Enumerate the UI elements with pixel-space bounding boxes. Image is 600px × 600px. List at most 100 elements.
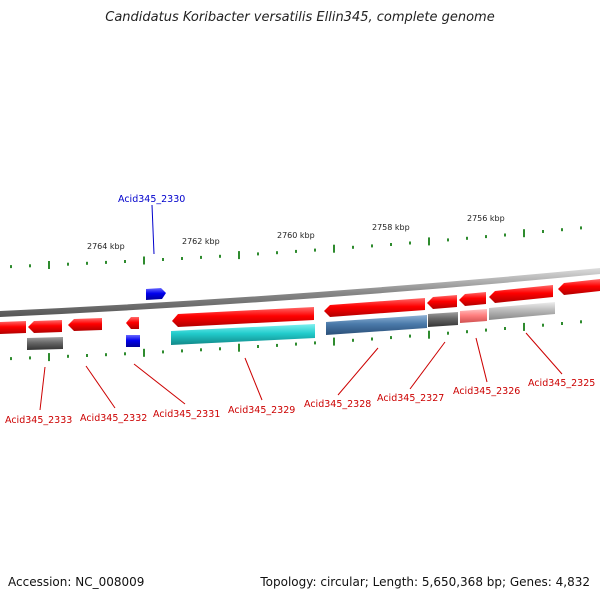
inner-scale-tick [504,327,506,330]
inner-scale-tick [390,336,392,340]
inner-scale-tick [371,337,373,341]
gene-label-acid345-2325[interactable]: Acid345_2325 [528,378,595,389]
gene-feature-acid345-2324[interactable] [558,279,600,295]
homolog-box-acid345-2326 [460,309,487,323]
gene-label-acid345-2332[interactable]: Acid345_2332 [80,413,147,424]
gene-feature-acid345-2326[interactable] [459,292,486,306]
leader-line-acid345-2327 [409,341,446,390]
gene-feature-acid345-2328[interactable] [324,298,425,317]
gene-feature-acid345-2331[interactable] [126,317,139,329]
leader-line-acid345-2331 [133,363,186,405]
inner-scale-tick [466,330,468,334]
leader-line-acid345-2329 [244,357,263,401]
leader-line-acid345-2330 [151,204,155,255]
gene-label-acid345-2328[interactable]: Acid345_2328 [304,399,371,410]
outer-scale-tick [219,254,221,258]
scale-label-2764: 2764 kbp [87,242,125,251]
gene-feature-acid345-2332[interactable] [28,320,62,333]
map-title: Candidatus Koribacter versatilis Ellin34… [105,10,495,25]
inner-scale-tick [314,341,316,345]
inner-scale-tick [48,353,50,362]
inner-scale-tick [162,350,164,354]
outer-scale-tick [428,237,430,246]
outer-scale-ticks [10,226,582,269]
scale-label-2760: 2760 kbp [277,231,315,240]
outer-scale-tick [257,252,259,256]
inner-scale-tick [238,343,240,352]
scale-label-2758: 2758 kbp [372,223,410,232]
inner-scale-tick [124,352,126,356]
outer-scale-tick [314,248,316,252]
inner-scale-tick [257,345,259,348]
inner-scale-ticks [10,320,582,362]
outer-scale-tick [181,257,183,260]
scale-label-2762: 2762 kbp [182,237,220,246]
leader-line-acid345-2332 [85,365,116,409]
gene-label-acid345-2330[interactable]: Acid345_2330 [118,194,185,205]
gene-feature-acid345-2327[interactable] [427,295,457,309]
inner-scale-tick [580,320,582,324]
gene-label-acid345-2326[interactable]: Acid345_2326 [453,386,520,397]
gene-label-acid345-2333[interactable]: Acid345_2333 [5,415,72,426]
outer-scale-tick [447,238,449,242]
outer-scale-tick [561,228,563,232]
outer-scale-tick [276,251,278,255]
homolog-box-acid345-2328 [326,315,427,335]
inner-scale-tick [276,343,278,347]
inner-scale-tick [523,322,525,331]
outer-scale-tick [67,262,69,266]
gene-label-acid345-2331[interactable]: Acid345_2331 [153,409,220,420]
outer-scale-tick [29,264,31,268]
outer-scale-tick [105,260,107,264]
homolog-box-acid345-2329 [171,324,315,345]
gene-feature-acid345-2325[interactable] [489,285,553,303]
inner-scale-tick [10,357,12,361]
outer-scale-tick [333,244,335,253]
inner-scale-tick [542,323,544,327]
outer-scale-tick [238,251,240,260]
outer-scale-tick [352,245,354,249]
outer-scale-tick [504,233,506,237]
outer-scale-tick [143,256,145,265]
scale-label-2756: 2756 kbp [467,214,505,223]
inner-scale-tick [86,354,88,357]
outer-scale-tick [200,255,202,259]
outer-scale-tick [466,236,468,240]
inner-scale-tick [143,348,145,357]
leader-line-acid345-2325 [525,332,563,375]
inner-scale-tick [295,342,297,346]
outer-scale-tick [124,260,126,263]
gene-label-acid345-2329[interactable]: Acid345_2329 [228,405,295,416]
inner-scale-tick [67,354,69,358]
leader-line-acid345-2326 [475,337,488,383]
outer-scale-tick [48,261,50,269]
homolog-box-acid345-2331 [126,335,140,347]
inner-scale-tick [447,331,449,335]
inner-scale-tick [200,348,202,352]
gene-feature-acid345-2330[interactable] [146,288,166,300]
outer-scale-tick [409,241,411,245]
outer-scale-tick [371,244,373,248]
inner-scale-tick [29,356,31,360]
homolog-box-acid345-2325 [489,302,555,320]
genome-backbone [0,268,600,317]
inner-scale-tick [352,338,354,342]
gene-feature-acid345-2331a[interactable] [68,318,102,331]
outer-scale-tick [10,265,12,269]
inner-scale-tick [409,334,411,338]
homolog-box-acid345-2327 [428,312,458,327]
inner-scale-tick [561,322,563,325]
leader-line-acid345-2333 [39,366,46,411]
inner-scale-tick [428,330,430,339]
gene-feature-acid345-2329[interactable] [172,307,314,327]
inner-scale-tick [485,328,487,332]
outer-scale-tick [162,258,164,261]
topology-text: Topology: circular; Length: 5,650,368 bp… [260,575,590,589]
outer-scale-tick [580,226,582,230]
gene-feature-acid345-2333[interactable] [0,321,26,334]
gene-label-acid345-2327[interactable]: Acid345_2327 [377,393,444,404]
inner-scale-tick [219,347,221,351]
outer-scale-tick [390,243,392,246]
accession-text: Accession: NC_008009 [8,575,145,589]
